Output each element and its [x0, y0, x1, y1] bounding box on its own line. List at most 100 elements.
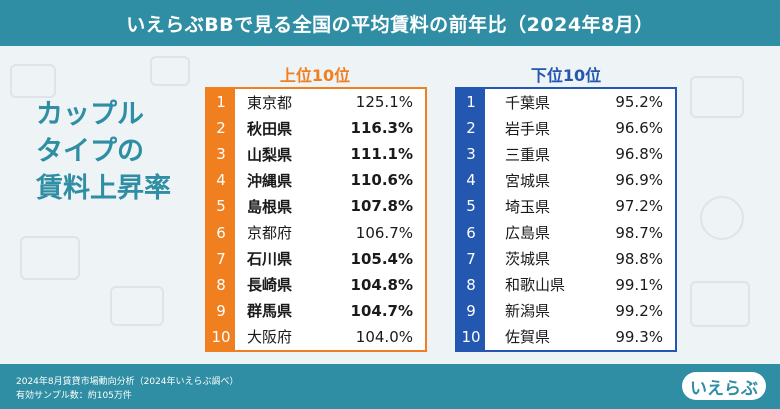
headline: カップル タイプの 賃料上昇率 — [36, 96, 171, 207]
prefecture-name: 秋田県 — [247, 119, 293, 138]
rank-number: 7 — [466, 249, 476, 268]
rank-number: 9 — [216, 301, 226, 320]
headline-line: タイプの — [36, 136, 144, 167]
prefecture-name: 京都府 — [247, 224, 293, 243]
table-row: 広島県 98.7% — [485, 219, 675, 245]
ratio-value: 96.6% — [615, 119, 663, 138]
rank-number: 4 — [466, 171, 476, 190]
table-row: 京都府 106.7% — [235, 219, 425, 245]
ratio-value: 111.1% — [350, 145, 413, 164]
rank-number: 1 — [466, 93, 476, 112]
table-row: 岩手県 96.6% — [485, 115, 675, 141]
top10-label: 上位10位 — [279, 66, 351, 85]
prefecture-name: 長崎県 — [247, 276, 293, 295]
sample-size-note: 有効サンプル数：約105万件 — [16, 391, 132, 401]
prefecture-name: 新潟県 — [505, 302, 551, 321]
ratio-value: 105.4% — [350, 249, 413, 268]
rank-number: 6 — [216, 223, 226, 242]
prefecture-name: 東京都 — [247, 93, 293, 112]
prefecture-name: 石川県 — [247, 250, 293, 269]
rank-number: 1 — [216, 93, 226, 112]
rank-number: 10 — [211, 327, 231, 346]
table-row: 新潟県 99.2% — [485, 298, 675, 324]
rank-number: 5 — [466, 197, 476, 216]
headline-line: カップル — [36, 99, 144, 130]
bottom10-label: 下位10位 — [530, 66, 602, 85]
rank-column: 1 2 3 4 5 6 7 8 9 10 — [207, 89, 235, 350]
ratio-value: 99.3% — [615, 327, 663, 346]
rank-number: 2 — [466, 119, 476, 138]
headline-line: 賃料上昇率 — [36, 173, 171, 204]
ratio-value: 116.3% — [350, 119, 413, 138]
source-note: 2024年8月賃貸市場動向分析（2024年いえらぶ調べ） — [16, 377, 239, 387]
prefecture-name: 宮城県 — [505, 171, 551, 190]
prefecture-name: 島根県 — [247, 197, 293, 216]
prefecture-name: 埼玉県 — [505, 197, 551, 216]
decorative-frame-icon — [150, 56, 190, 86]
ratio-value: 99.1% — [615, 275, 663, 294]
rank-number: 5 — [216, 197, 226, 216]
ratio-value: 96.9% — [615, 171, 663, 190]
page-title: いえらぶBBで見る全国の平均賃料の前年比（2024年8月） — [126, 13, 654, 36]
decorative-frame-icon — [700, 196, 744, 240]
table-row: 秋田県 116.3% — [235, 115, 425, 141]
prefecture-name: 山梨県 — [247, 145, 293, 164]
rank-number: 3 — [466, 145, 476, 164]
rank-number: 7 — [216, 249, 226, 268]
top10-table: 1 2 3 4 5 6 7 8 9 10 東京都 125.1% 秋田県 116.… — [205, 87, 427, 352]
prefecture-name: 三重県 — [505, 145, 551, 164]
table-row: 山梨県 111.1% — [235, 141, 425, 167]
ratio-value: 99.2% — [615, 301, 663, 320]
table-row: 和歌山県 99.1% — [485, 272, 675, 298]
prefecture-name: 千葉県 — [505, 93, 551, 112]
brand-logo: いえらぶ — [682, 372, 766, 400]
decorative-frame-icon — [10, 64, 56, 98]
prefecture-name: 沖縄県 — [247, 171, 293, 190]
prefecture-name: 群馬県 — [247, 302, 293, 321]
rank-number: 10 — [461, 327, 481, 346]
table-row: 茨城県 98.8% — [485, 246, 675, 272]
table-row: 沖縄県 110.6% — [235, 167, 425, 193]
table-row: 千葉県 95.2% — [485, 89, 675, 115]
ratio-value: 104.0% — [355, 327, 413, 346]
table-row: 長崎県 104.8% — [235, 272, 425, 298]
decorative-frame-icon — [110, 286, 164, 326]
table-row: 埼玉県 97.2% — [485, 193, 675, 219]
table-rows: 千葉県 95.2% 岩手県 96.6% 三重県 96.8% 宮城県 96.9% … — [485, 89, 675, 350]
header-bar: いえらぶBBで見る全国の平均賃料の前年比（2024年8月） — [0, 0, 780, 46]
ratio-value: 98.7% — [615, 223, 663, 242]
rank-number: 8 — [216, 275, 226, 294]
rank-number: 8 — [466, 275, 476, 294]
ratio-value: 95.2% — [615, 93, 663, 112]
prefecture-name: 和歌山県 — [505, 276, 566, 295]
prefecture-name: 岩手県 — [505, 119, 551, 138]
rank-number: 9 — [466, 301, 476, 320]
ratio-value: 110.6% — [350, 171, 413, 190]
ratio-value: 97.2% — [615, 197, 663, 216]
ratio-value: 96.8% — [615, 145, 663, 164]
table-row: 三重県 96.8% — [485, 141, 675, 167]
main-panel: カップル タイプの 賃料上昇率 上位10位 下位10位 1 2 3 4 5 6 … — [0, 46, 780, 364]
decorative-frame-icon — [20, 236, 80, 280]
rank-number: 3 — [216, 145, 226, 164]
table-row: 石川県 105.4% — [235, 246, 425, 272]
ratio-value: 104.8% — [350, 275, 413, 294]
prefecture-name: 佐賀県 — [505, 328, 551, 347]
table-row: 佐賀県 99.3% — [485, 324, 675, 350]
prefecture-name: 大阪府 — [247, 328, 293, 347]
decorative-frame-icon — [690, 76, 744, 118]
table-row: 宮城県 96.9% — [485, 167, 675, 193]
bottom10-table: 1 2 3 4 5 6 7 8 9 10 千葉県 95.2% 岩手県 96.6%… — [455, 87, 677, 352]
rank-number: 2 — [216, 119, 226, 138]
ratio-value: 125.1% — [355, 93, 413, 112]
rank-column: 1 2 3 4 5 6 7 8 9 10 — [457, 89, 485, 350]
prefecture-name: 茨城県 — [505, 250, 551, 269]
ratio-value: 98.8% — [615, 249, 663, 268]
ratio-value: 107.8% — [350, 197, 413, 216]
table-row: 大阪府 104.0% — [235, 324, 425, 350]
rank-number: 4 — [216, 171, 226, 190]
prefecture-name: 広島県 — [505, 224, 551, 243]
table-row: 群馬県 104.7% — [235, 298, 425, 324]
rank-number: 6 — [466, 223, 476, 242]
table-row: 島根県 107.8% — [235, 193, 425, 219]
